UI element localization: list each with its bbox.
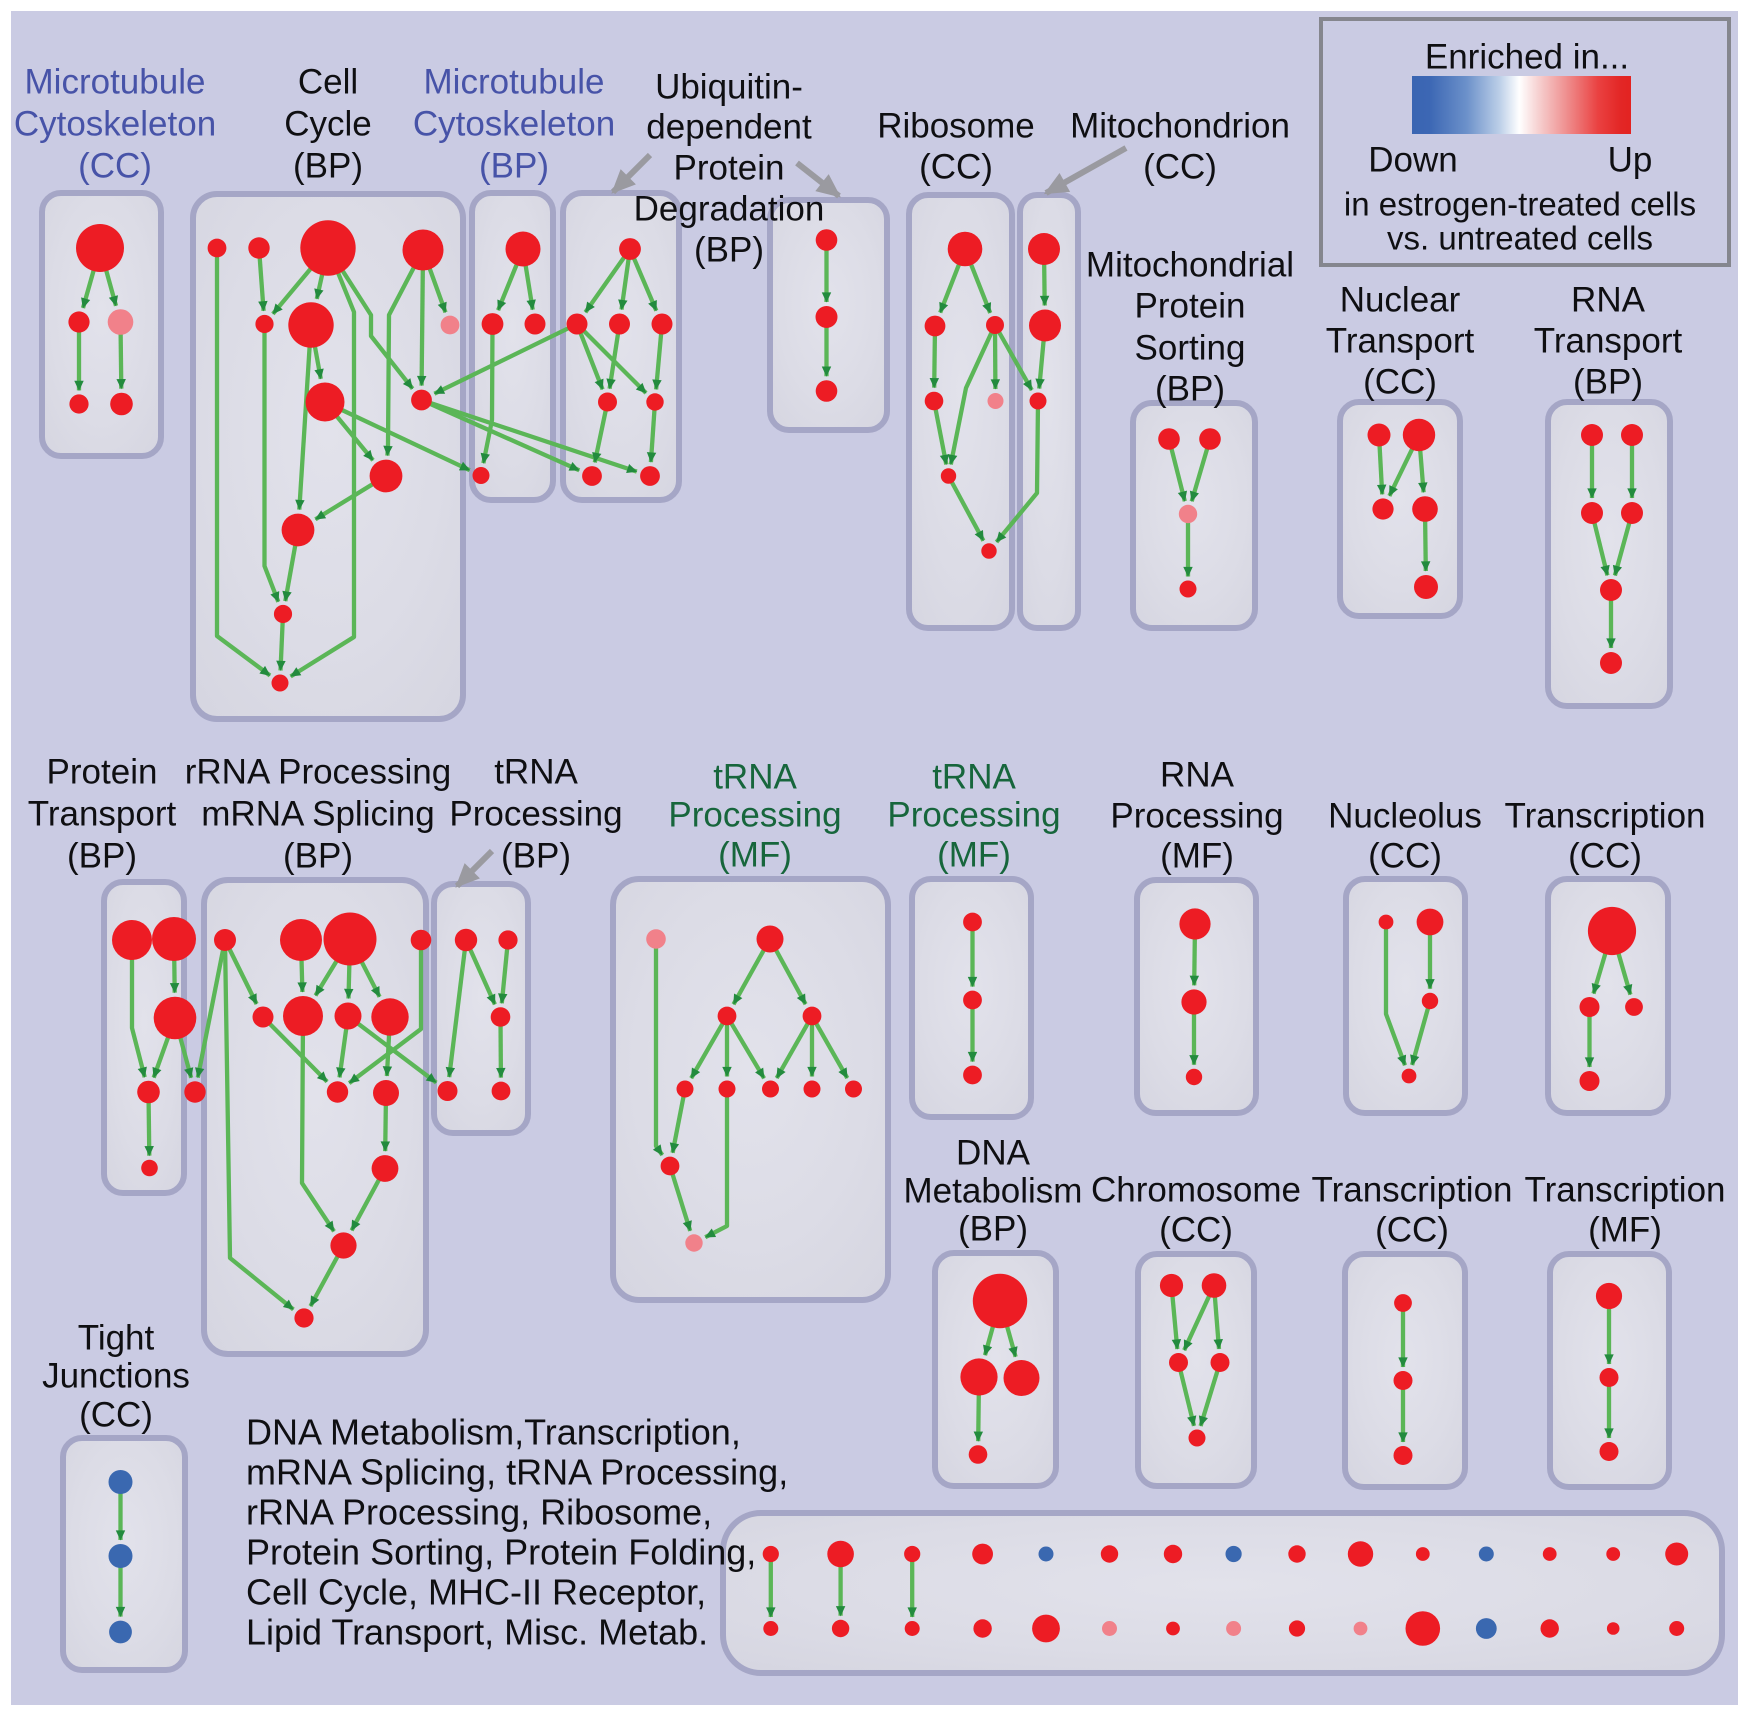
svg-text:Processing: Processing [668, 796, 841, 835]
svg-text:rRNA Processing, Ribosome,: rRNA Processing, Ribosome, [246, 1492, 712, 1533]
svg-text:mRNA Splicing: mRNA Splicing [201, 795, 434, 834]
svg-text:Cycle: Cycle [284, 105, 372, 144]
svg-text:Protein: Protein [674, 149, 785, 188]
svg-text:Metabolism: Metabolism [904, 1172, 1083, 1211]
svg-text:Enriched in...: Enriched in... [1425, 38, 1629, 77]
svg-text:Microtubule: Microtubule [25, 63, 206, 102]
svg-text:Degradation: Degradation [634, 190, 825, 229]
svg-text:Ubiquitin-: Ubiquitin- [655, 68, 803, 107]
svg-text:(CC): (CC) [1159, 1211, 1233, 1250]
svg-text:Transcription: Transcription [1505, 797, 1706, 836]
svg-text:(BP): (BP) [67, 837, 137, 876]
svg-text:(CC): (CC) [1375, 1211, 1449, 1250]
svg-text:Protein: Protein [1135, 287, 1246, 326]
svg-text:Processing: Processing [1110, 797, 1283, 836]
svg-text:Microtubule: Microtubule [424, 63, 605, 102]
svg-text:(BP): (BP) [1155, 370, 1225, 409]
svg-text:Cytoskeleton: Cytoskeleton [413, 105, 615, 144]
svg-text:Sorting: Sorting [1135, 329, 1246, 368]
svg-text:DNA Metabolism,Transcription,: DNA Metabolism,Transcription, [246, 1412, 741, 1453]
svg-text:Chromosome: Chromosome [1091, 1171, 1301, 1210]
svg-text:DNA: DNA [956, 1134, 1031, 1173]
svg-text:(BP): (BP) [694, 231, 764, 270]
svg-text:Nuclear: Nuclear [1340, 281, 1461, 320]
svg-text:RNA: RNA [1160, 756, 1235, 795]
svg-text:(CC): (CC) [78, 147, 152, 186]
svg-text:RNA: RNA [1571, 281, 1646, 320]
svg-text:(MF): (MF) [1160, 837, 1234, 876]
svg-text:tRNA: tRNA [494, 753, 578, 792]
svg-text:Tight: Tight [78, 1319, 155, 1358]
svg-text:Cell Cycle, MHC-II Receptor,: Cell Cycle, MHC-II Receptor, [246, 1572, 706, 1613]
svg-text:Transport: Transport [1326, 322, 1475, 361]
svg-text:Transcription: Transcription [1312, 1171, 1513, 1210]
svg-text:(CC): (CC) [1568, 837, 1642, 876]
svg-text:(MF): (MF) [718, 836, 792, 875]
svg-text:Cell: Cell [298, 63, 358, 102]
svg-text:in estrogen-treated cells: in estrogen-treated cells [1344, 186, 1696, 223]
svg-text:Mitochondrial: Mitochondrial [1086, 246, 1294, 285]
svg-text:Ribosome: Ribosome [877, 107, 1035, 146]
svg-text:(MF): (MF) [1588, 1211, 1662, 1250]
svg-text:Protein Sorting, Protein Foldi: Protein Sorting, Protein Folding, [246, 1532, 756, 1573]
svg-text:Transport: Transport [28, 795, 177, 834]
svg-text:Processing: Processing [887, 796, 1060, 835]
svg-text:(BP): (BP) [958, 1210, 1028, 1249]
svg-text:Processing: Processing [449, 795, 622, 834]
svg-text:(BP): (BP) [501, 837, 571, 876]
svg-text:Down: Down [1368, 141, 1457, 180]
svg-text:(CC): (CC) [1368, 837, 1442, 876]
svg-text:Transport: Transport [1534, 322, 1683, 361]
svg-text:tRNA: tRNA [713, 758, 797, 797]
svg-text:(CC): (CC) [919, 148, 993, 187]
svg-text:Cytoskeleton: Cytoskeleton [14, 105, 216, 144]
svg-text:(MF): (MF) [937, 836, 1011, 875]
svg-text:(BP): (BP) [479, 147, 549, 186]
svg-text:(CC): (CC) [1143, 148, 1217, 187]
svg-text:rRNA Processing: rRNA Processing [185, 753, 451, 792]
svg-text:Up: Up [1608, 141, 1653, 180]
svg-text:Transcription: Transcription [1525, 1171, 1726, 1210]
svg-text:Lipid Transport, Misc. Metab.: Lipid Transport, Misc. Metab. [246, 1612, 708, 1653]
svg-text:vs. untreated cells: vs. untreated cells [1387, 220, 1653, 257]
svg-text:(CC): (CC) [1363, 363, 1437, 402]
svg-text:mRNA Splicing, tRNA Processing: mRNA Splicing, tRNA Processing, [246, 1452, 788, 1493]
svg-text:(CC): (CC) [79, 1396, 153, 1435]
svg-text:(BP): (BP) [283, 837, 353, 876]
svg-text:Protein: Protein [47, 753, 158, 792]
svg-text:Mitochondrion: Mitochondrion [1070, 107, 1290, 146]
svg-text:dependent: dependent [646, 108, 812, 147]
svg-text:(BP): (BP) [293, 147, 363, 186]
svg-text:Junctions: Junctions [42, 1357, 190, 1396]
svg-text:tRNA: tRNA [932, 758, 1016, 797]
svg-text:Nucleolus: Nucleolus [1328, 797, 1482, 836]
svg-text:(BP): (BP) [1573, 363, 1643, 402]
